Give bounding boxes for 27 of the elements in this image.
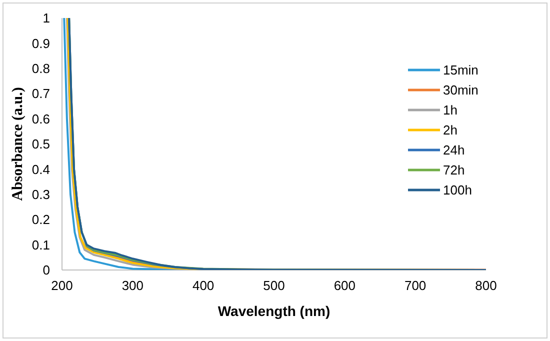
legend-label: 1h bbox=[443, 102, 458, 118]
y-tick-label: 0.3 bbox=[32, 186, 50, 202]
x-tick-label: 400 bbox=[192, 278, 214, 293]
x-tick-label: 700 bbox=[404, 278, 426, 293]
y-tick-label: 0.8 bbox=[32, 60, 50, 76]
x-tick-label: 500 bbox=[263, 278, 285, 293]
y-tick-label: 0.4 bbox=[32, 162, 50, 177]
x-axis-title: Wavelength (nm) bbox=[218, 303, 330, 319]
x-tick-label: 200 bbox=[51, 278, 73, 293]
y-tick-label: 1 bbox=[42, 10, 50, 26]
x-tick-label: 800 bbox=[475, 278, 497, 293]
y-axis-title: Absorbance (a.u.) bbox=[10, 87, 26, 201]
legend-label: 72h bbox=[443, 162, 465, 178]
legend-label: 100h bbox=[443, 182, 472, 198]
y-tick-label: 0.9 bbox=[32, 36, 50, 51]
y-tick-label: 0.1 bbox=[32, 237, 50, 252]
x-tick-label: 300 bbox=[122, 278, 144, 293]
x-tick-label: 600 bbox=[334, 278, 356, 293]
legend-label: 30min bbox=[443, 82, 478, 98]
legend-label: 15min bbox=[443, 62, 478, 78]
y-tick-label: 0.5 bbox=[32, 136, 50, 152]
y-tick-label: 0 bbox=[42, 262, 50, 278]
y-tick-label: 0.7 bbox=[32, 86, 50, 102]
y-tick-label: 0.6 bbox=[32, 111, 50, 126]
legend-label: 2h bbox=[443, 122, 458, 138]
y-tick-label: 0.2 bbox=[32, 212, 50, 228]
legend-label: 24h bbox=[443, 142, 465, 158]
